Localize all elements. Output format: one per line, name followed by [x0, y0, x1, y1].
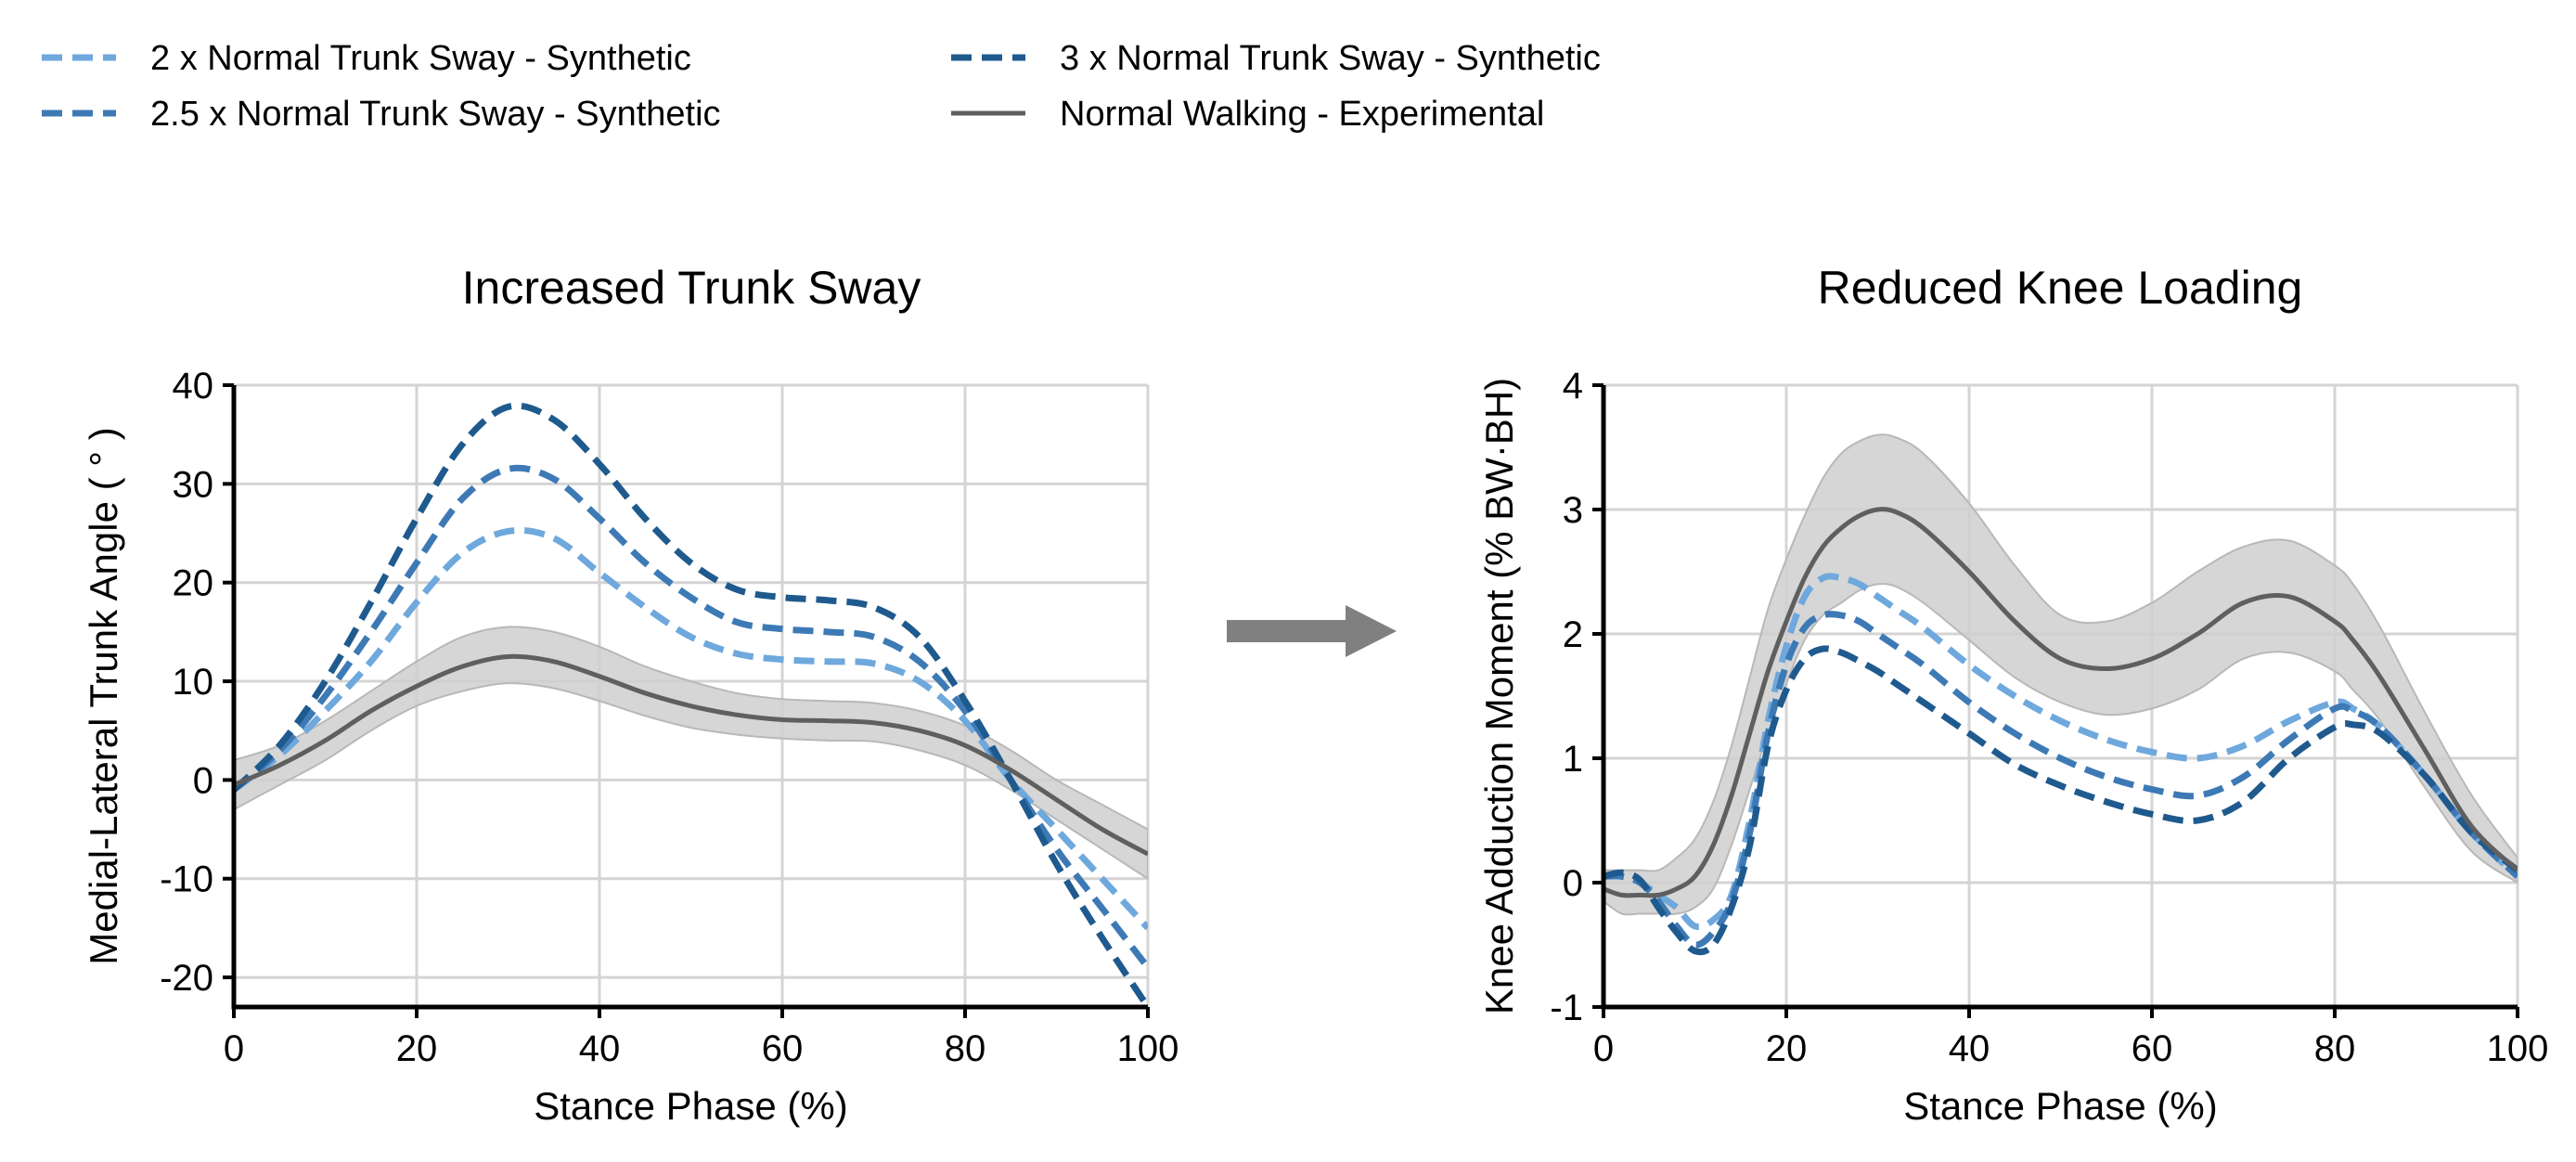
trunk-sway-x-tick-label-20: 20	[396, 1028, 438, 1069]
trunk-sway-chart-title: Increased Trunk Sway	[462, 262, 921, 314]
trunk-sway-x-tick-label-100: 100	[1117, 1028, 1179, 1069]
trunk-sway-series-experimental	[234, 653, 1148, 857]
arrow-head	[1346, 605, 1397, 657]
trunk-sway-x-tick-label-0: 0	[224, 1028, 244, 1069]
knee-loading-x-tick-label-20: 20	[1766, 1028, 1808, 1069]
knee-loading-y-tick-label-4: 4	[1563, 366, 1583, 407]
trunk-sway-x-tick-label-40: 40	[579, 1028, 621, 1069]
legend-item-experimental: Normal Walking - Experimental	[951, 95, 1544, 134]
legend-item-sway-2-5x: 2.5 x Normal Trunk Sway - Synthetic	[42, 95, 721, 134]
trunk-sway-y-tick-label-30: 30	[173, 464, 214, 505]
trunk-sway-series-sway-3x	[234, 402, 1148, 1007]
knee-loading-x-axis-label: Stance Phase (%)	[1903, 1084, 2218, 1128]
legend-label-sway-2x: 2 x Normal Trunk Sway - Synthetic	[150, 39, 691, 78]
knee-loading-series-experimental	[1604, 507, 2518, 898]
legend: 2 x Normal Trunk Sway - Synthetic 2.5 x …	[42, 39, 1601, 134]
legend-item-sway-2x: 2 x Normal Trunk Sway - Synthetic	[42, 39, 691, 78]
knee-loading-y-tick-label-3: 3	[1563, 490, 1583, 531]
arrow-shaft	[1227, 620, 1347, 642]
knee-loading-y-tick-label-0: 0	[1563, 863, 1583, 904]
trunk-sway-confidence-band	[234, 626, 1148, 880]
trunk-sway-y-tick-label-0: 0	[193, 760, 213, 801]
right-arrow-icon	[1227, 605, 1397, 657]
trunk-sway-x-axis-label: Stance Phase (%)	[534, 1084, 848, 1128]
knee-loading-plot-area	[1604, 433, 2518, 956]
knee-loading-y-tick-label-1: 1	[1563, 739, 1583, 780]
trunk-sway-x-tick-label-80: 80	[945, 1028, 986, 1069]
legend-label-experimental: Normal Walking - Experimental	[1060, 95, 1544, 134]
knee-loading-x-tick-label-40: 40	[1949, 1028, 1990, 1069]
knee-loading-series-sway-2x	[1604, 573, 2518, 931]
knee-loading-x-tick-label-60: 60	[2132, 1028, 2173, 1069]
knee-loading-confidence-band	[1604, 433, 2518, 916]
trunk-sway-y-tick-label-10: 10	[173, 662, 214, 703]
knee-loading-y-tick-label--1: -1	[1550, 988, 1583, 1028]
chart-panel-trunk-sway: 0 20 40 60 80 100 -20 -10 0 10 20 30 40 Increased Tru…	[82, 262, 1179, 1128]
trunk-sway-y-tick-label--10: -10	[160, 859, 213, 900]
knee-loading-x-tick-label-80: 80	[2314, 1028, 2356, 1069]
knee-loading-y-axis-label: Knee Adduction Moment (% BW·BH)	[1477, 378, 1521, 1014]
trunk-sway-plot-area	[234, 402, 1148, 1007]
knee-loading-x-tick-label-0: 0	[1593, 1028, 1614, 1069]
trunk-sway-y-tick-label--20: -20	[160, 958, 213, 999]
trunk-sway-y-tick-label-20: 20	[173, 563, 214, 604]
legend-label-sway-3x: 3 x Normal Trunk Sway - Synthetic	[1060, 39, 1601, 78]
legend-item-sway-3x: 3 x Normal Trunk Sway - Synthetic	[951, 39, 1601, 78]
trunk-sway-x-tick-label-60: 60	[762, 1028, 804, 1069]
knee-loading-y-tick-label-2: 2	[1563, 614, 1583, 655]
knee-loading-x-tick-label-100: 100	[2487, 1028, 2549, 1069]
trunk-sway-y-axis-label: Medial-Lateral Trunk Angle ( ° )	[82, 427, 125, 964]
knee-loading-chart-title: Reduced Knee Loading	[1818, 262, 2303, 314]
knee-loading-series-sway-2-5x	[1604, 611, 2518, 949]
trunk-sway-series-sway-2-5x	[234, 464, 1148, 970]
knee-loading-series-sway-3x	[1604, 645, 2518, 956]
trunk-sway-y-tick-label-40: 40	[173, 366, 214, 407]
legend-label-sway-2-5x: 2.5 x Normal Trunk Sway - Synthetic	[150, 95, 721, 134]
